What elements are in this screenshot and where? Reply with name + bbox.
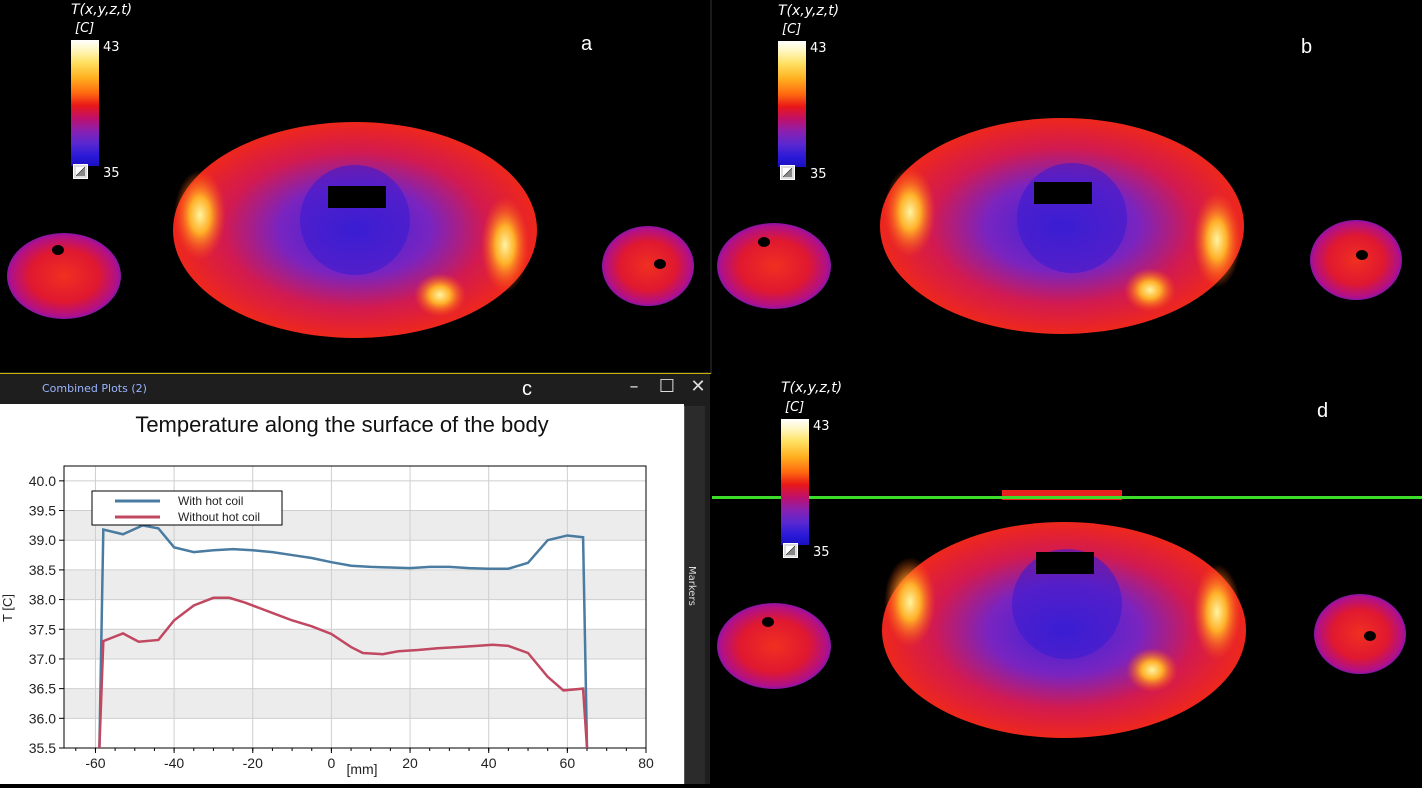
close-button[interactable]: ✕	[690, 376, 706, 397]
grid-band	[64, 688, 646, 719]
legend-label: Without hot coil	[178, 510, 260, 524]
colorbar-min: 35	[103, 166, 120, 181]
plot-frame	[63, 465, 647, 749]
y-tick-label: 39.0	[29, 532, 56, 548]
legend-unit: [C]	[785, 400, 805, 415]
y-tick-label: 38.0	[29, 592, 56, 608]
thermal-heatmap-d	[717, 490, 1406, 738]
markers-sidebar[interactable]: Markers	[684, 406, 705, 784]
series-line-with-hot-coil	[98, 524, 589, 749]
panel-label-b: b	[1301, 36, 1313, 58]
x-tick-label: 60	[560, 755, 576, 771]
x-tick-label: 80	[638, 755, 654, 771]
colorbar	[781, 419, 809, 545]
temperature-line-chart: -60 -40 -20 0 20 40 60 80 35.5 36.0 36.5 37.0 37.5 38…	[0, 412, 654, 777]
legend-title: T(x,y,z,t)	[71, 2, 133, 18]
legend-label: With hot coil	[178, 494, 243, 508]
horizontal-divider	[0, 372, 1422, 374]
profile-line[interactable]	[712, 496, 1422, 499]
chart-title: Temperature along the surface of the bod…	[135, 412, 548, 437]
x-tick-label: -20	[243, 755, 263, 771]
x-tick-label: 0	[328, 755, 336, 771]
colorbar-edit-icon[interactable]	[780, 165, 795, 180]
x-tick-label: 20	[402, 755, 418, 771]
legend-title: T(x,y,z,t)	[781, 380, 843, 396]
vertical-divider	[710, 0, 712, 372]
legend-box	[91, 490, 283, 526]
colorbar-max: 43	[813, 419, 830, 434]
colorbar-max: 43	[103, 40, 120, 55]
y-tick-label: 37.5	[29, 621, 56, 637]
panel-label-d: d	[1317, 400, 1329, 422]
y-tick-label: 36.0	[29, 710, 56, 726]
thermal-map-panel-d: T(x,y,z,t) [C] 43 35 d	[712, 372, 1422, 784]
colorbar-edit-icon[interactable]	[783, 543, 798, 558]
colorbar-edit-icon[interactable]	[73, 164, 88, 179]
grid-band	[64, 466, 646, 481]
y-tick-label: 37.0	[29, 651, 56, 667]
x-tick-label: 40	[481, 755, 497, 771]
combined-plots-window[interactable]: Combined Plots (2) c – ☐ ✕ -60 -40 -20 0 20 4…	[0, 374, 710, 784]
colorbar-min: 35	[810, 167, 827, 182]
y-tick-label: 35.5	[29, 740, 56, 756]
colorbar-max: 43	[810, 41, 827, 56]
grid-band	[64, 569, 646, 600]
x-axis-label: [mm]	[346, 761, 377, 777]
window-focus-edge	[0, 373, 711, 374]
thermal-map-panel-b: T(x,y,z,t) [C] 43 35 b	[712, 0, 1422, 372]
minimize-button[interactable]: –	[629, 376, 639, 397]
x-tick-label: -60	[85, 755, 105, 771]
series-line-without-hot-coil	[98, 596, 589, 749]
y-tick-label: 36.5	[29, 681, 56, 697]
y-tick-label: 38.5	[29, 562, 56, 578]
legend-unit: [C]	[75, 21, 95, 36]
y-tick-label: 39.5	[29, 503, 56, 519]
grid-band	[64, 629, 646, 659]
thermal-map-panel-a: T(x,y,z,t) [C] 43 35 a	[0, 0, 711, 372]
y-tick-label: 40.0	[29, 473, 56, 489]
y-axis-label: T [C]	[0, 594, 15, 622]
panel-label-a: a	[581, 33, 593, 55]
legend-title: T(x,y,z,t)	[778, 3, 840, 19]
plot-area: -60 -40 -20 0 20 40 60 80 35.5 36.0 36.5 37.0 37.5 38…	[0, 404, 684, 784]
maximize-button[interactable]: ☐	[658, 376, 676, 397]
x-tick-label: -40	[164, 755, 184, 771]
colorbar	[71, 40, 99, 166]
colorbar-min: 35	[813, 545, 830, 560]
window-title: Combined Plots (2)	[42, 382, 147, 395]
thermal-heatmap-b	[717, 118, 1402, 334]
markers-label: Markers	[686, 566, 697, 606]
colorbar	[778, 41, 806, 167]
thermal-heatmap-a	[7, 122, 694, 338]
panel-label-c: c	[522, 378, 532, 400]
legend-unit: [C]	[782, 22, 802, 37]
